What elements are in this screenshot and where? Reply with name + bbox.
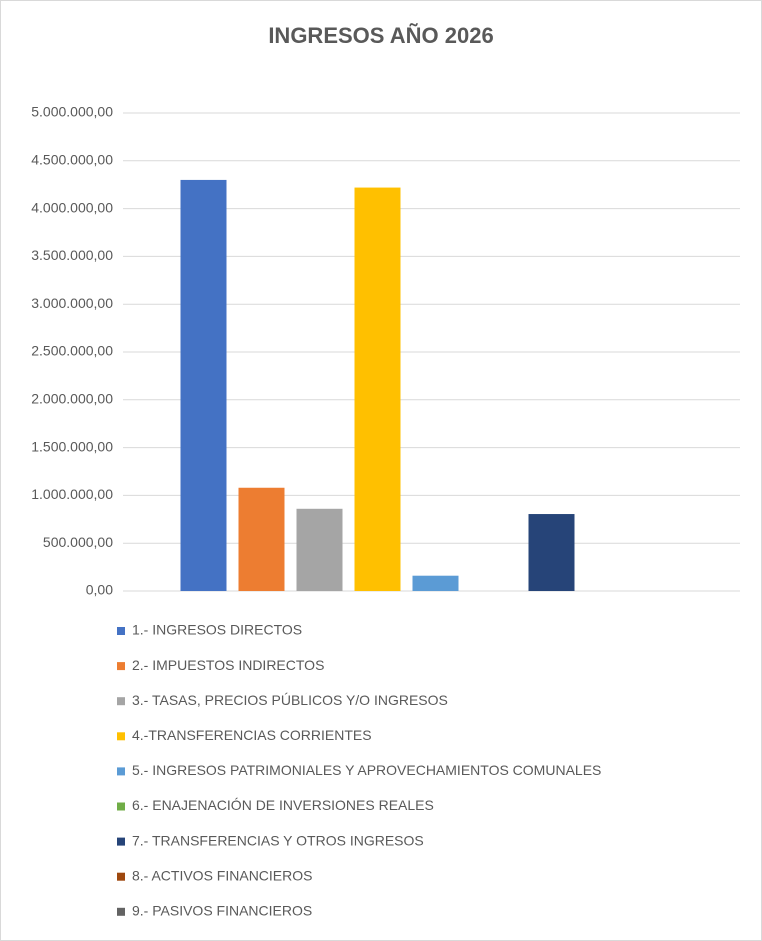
y-tick-label: 1.500.000,00 — [31, 438, 113, 454]
legend-label: 7.- TRANSFERENCIAS Y OTROS INGRESOS — [132, 832, 424, 848]
bar — [296, 508, 343, 591]
legend-label: 5.- INGRESOS PATRIMONIALES Y APROVECHAMI… — [132, 762, 601, 778]
y-tick-label: 3.000.000,00 — [31, 295, 113, 311]
legend-swatch — [117, 732, 125, 741]
bar — [528, 514, 575, 591]
legend-label: 4.-TRANSFERENCIAS CORRIENTES — [132, 727, 372, 743]
y-tick-label: 500.000,00 — [43, 534, 113, 550]
legend-swatch — [117, 767, 125, 776]
legend-swatch — [117, 837, 125, 846]
y-tick-label: 1.000.000,00 — [31, 486, 113, 502]
bar — [238, 487, 285, 591]
bar — [412, 575, 459, 591]
y-tick-label: 5.000.000,00 — [31, 104, 113, 120]
legend-swatch — [117, 662, 125, 671]
legend-label: 2.- IMPUESTOS INDIRECTOS — [132, 657, 324, 673]
legend-label: 1.- INGRESOS DIRECTOS — [132, 622, 302, 638]
legend-label: 8.- ACTIVOS FINANCIEROS — [132, 867, 312, 883]
legend-swatch — [117, 802, 125, 811]
legend-label: 3.- TASAS, PRECIOS PÚBLICOS Y/O INGRESOS — [132, 692, 448, 708]
y-tick-label: 4.000.000,00 — [31, 199, 113, 215]
bar — [354, 187, 401, 591]
y-tick-label: 0,00 — [86, 582, 113, 598]
legend-swatch — [117, 697, 125, 706]
y-tick-label: 3.500.000,00 — [31, 247, 113, 263]
legend-swatch — [117, 872, 125, 881]
legend-label: 9.- PASIVOS FINANCIEROS — [132, 903, 312, 919]
y-tick-label: 2.000.000,00 — [31, 391, 113, 407]
legend-swatch — [117, 627, 125, 635]
bar — [180, 179, 227, 592]
legend-swatch — [117, 907, 125, 916]
chart-title: INGRESOS AÑO 2026 — [268, 23, 493, 48]
y-tick-label: 4.500.000,00 — [31, 152, 113, 168]
legend-label: 6.- ENAJENACIÓN DE INVERSIONES REALES — [132, 797, 434, 813]
y-tick-label: 2.500.000,00 — [31, 343, 113, 359]
